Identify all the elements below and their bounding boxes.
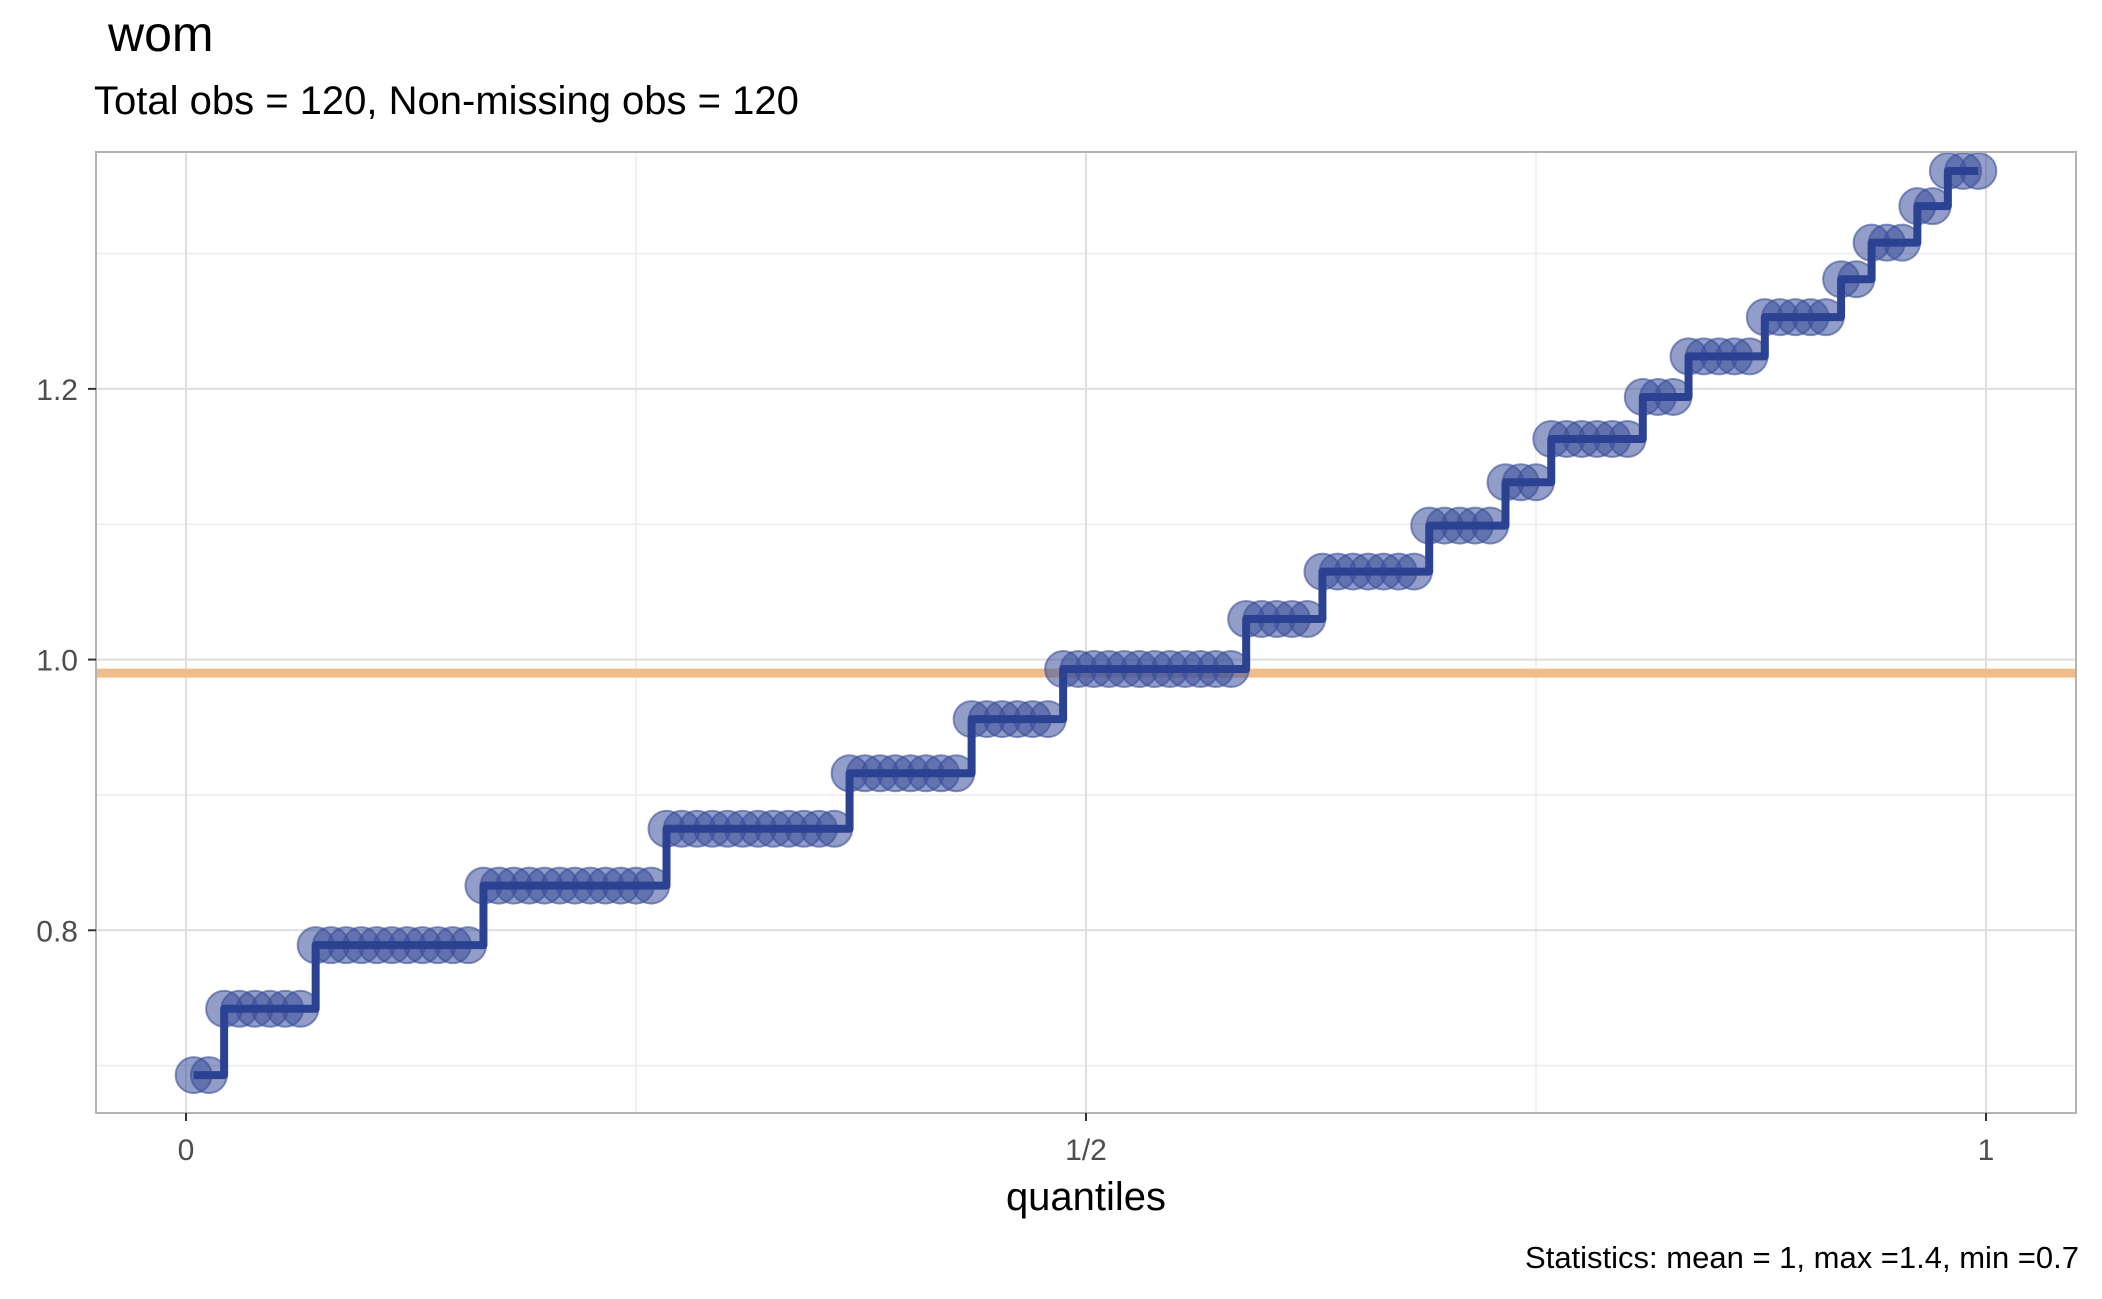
- y-tick-label: 1.0: [36, 645, 78, 678]
- chart-title: wom: [108, 6, 214, 62]
- y-tick-label: 0.8: [36, 915, 78, 948]
- x-tick-label: 1: [1978, 1134, 1995, 1167]
- x-tick-label: 0: [178, 1134, 195, 1167]
- y-tick-label: 1.2: [36, 374, 78, 407]
- quantile-step-line: [193, 166, 1979, 1080]
- x-axis-title: quantiles: [1006, 1175, 1166, 1219]
- chart-subtitle: Total obs = 120, Non-missing obs = 120: [94, 79, 799, 123]
- x-tick-label: 1/2: [1065, 1134, 1107, 1167]
- y-axis: 0.8 1.0 1.2: [36, 374, 96, 948]
- chart-caption: Statistics: mean = 1, max =1.4, min =0.7: [1525, 1240, 2079, 1275]
- x-axis: 0 1/2 1: [178, 1113, 1995, 1167]
